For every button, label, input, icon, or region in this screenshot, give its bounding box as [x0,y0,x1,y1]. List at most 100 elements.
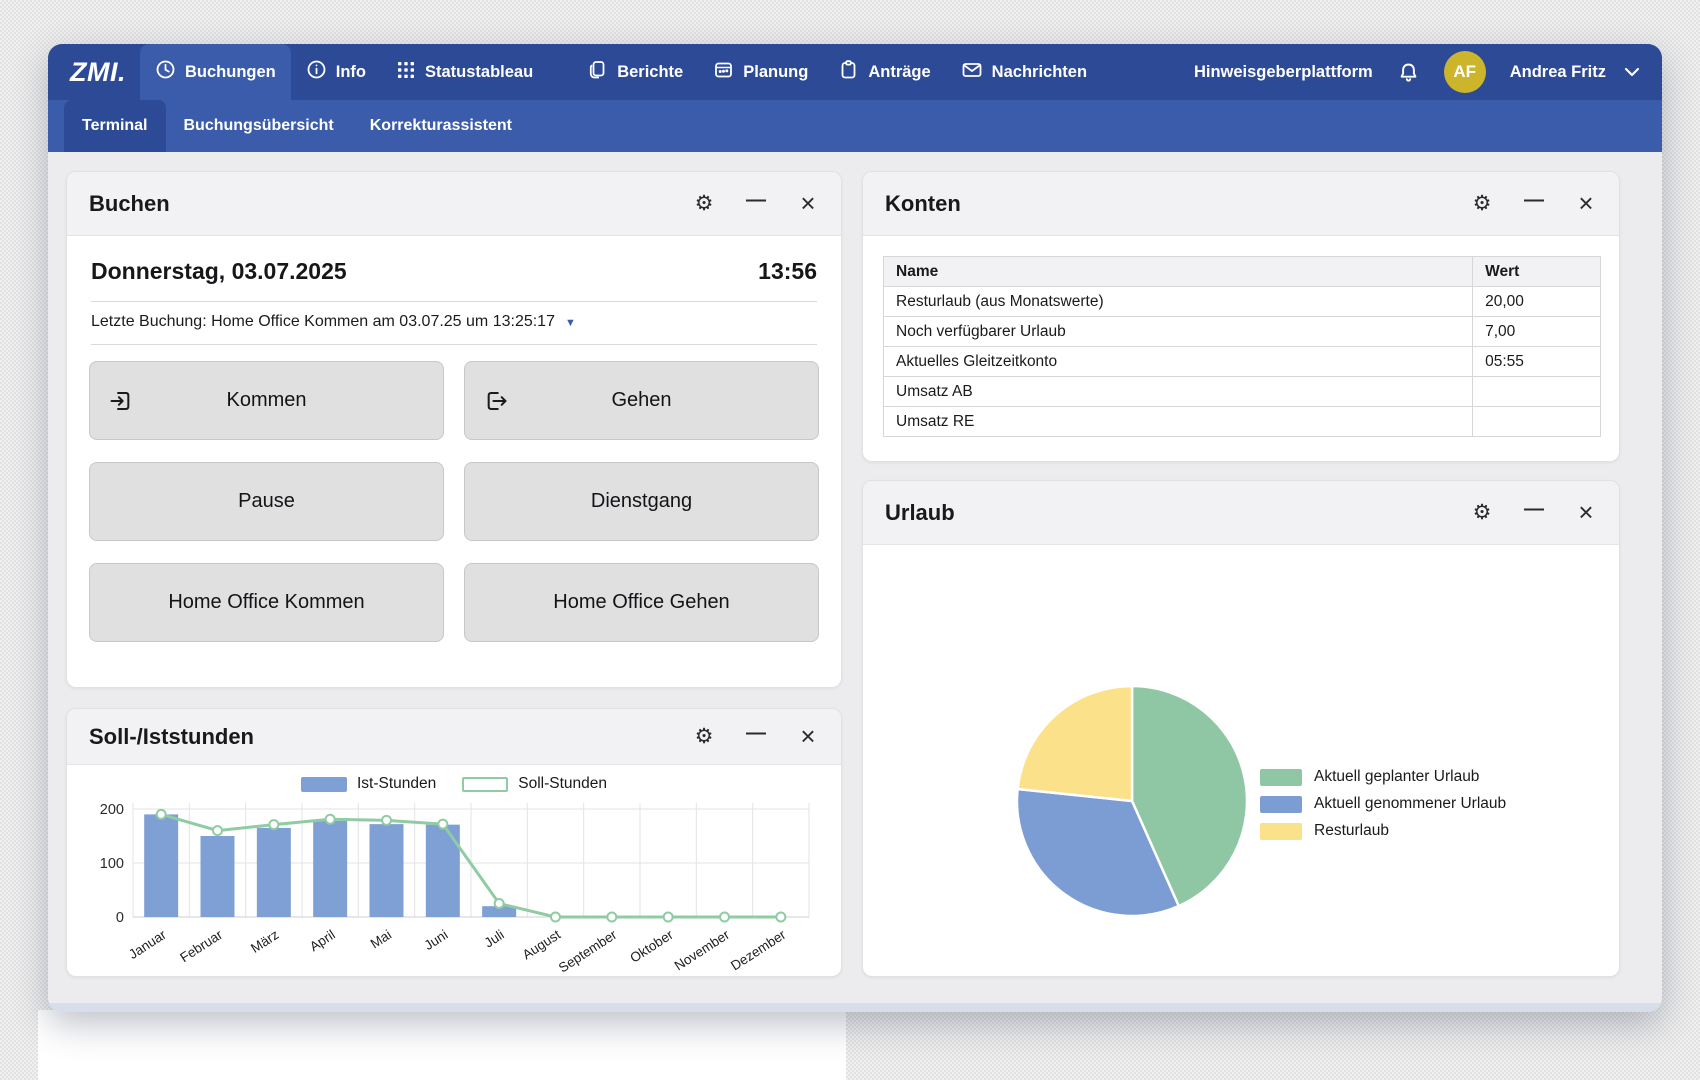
legend-item-line[interactable]: Soll-Stunden [462,775,607,793]
urlaub-pie-svg [1015,684,1249,918]
user-menu[interactable]: Andrea Fritz [1510,63,1640,82]
nav-item-nachrichten[interactable]: Nachrichten [946,44,1102,100]
settings-icon[interactable]: ⚙ [694,192,714,215]
home-office-gehen-button[interactable]: Home Office Gehen [464,563,819,642]
nav-item-antraege[interactable]: Anträge [823,44,945,100]
minimize-icon[interactable]: — [1524,498,1544,520]
minimize-icon[interactable]: — [746,722,766,744]
line-marker [381,814,392,826]
pie-chart-legend: Aktuell geplanter Urlaub Aktuell genommen… [1260,768,1506,840]
last-booking-text: Letzte Buchung: Home Office Kommen am 03… [91,313,555,330]
konto-wert [1472,376,1601,407]
nav-item-berichte[interactable]: Berichte [572,44,698,100]
minimize-icon[interactable]: — [1524,189,1544,211]
nav-item-buchungen[interactable]: Buchungen [140,44,291,100]
subnav-item-buchungsuebersicht[interactable]: Buchungsübersicht [183,117,334,134]
kommen-button[interactable]: Kommen [89,361,444,440]
main-nav: Buchungen Info Statustableau Berichte Pl… [140,44,1102,100]
pie-legend-item[interactable]: Resturlaub [1260,822,1506,840]
line-marker [493,898,505,909]
soll-card-header: Soll-/Iststunden ⚙ — × [67,709,841,765]
info-icon [306,59,327,85]
close-icon[interactable]: × [800,188,816,218]
konto-wert: 7,00 [1472,316,1601,347]
bar-April [313,820,348,917]
settings-icon[interactable]: ⚙ [1472,192,1492,215]
bar-Juli [482,906,517,917]
avatar[interactable]: AF [1443,51,1486,93]
button-label: Home Office Kommen [168,591,365,613]
nav-item-planung[interactable]: Planung [698,44,823,100]
dienstgang-button[interactable]: Dienstgang [464,462,819,541]
window-bottom-strip [48,1003,1662,1012]
legend-label: Aktuell geplanter Urlaub [1314,768,1480,785]
close-icon[interactable]: × [800,721,816,751]
expand-bookings-icon[interactable]: ▼ [564,317,576,329]
line-marker [268,819,280,831]
pie-legend-item[interactable]: Aktuell genommener Urlaub [1260,795,1506,813]
user-name: Andrea Fritz [1509,62,1606,81]
svg-text:Mai: Mai [368,927,394,951]
card-title: Konten [885,190,961,216]
svg-text:April: April [307,927,338,954]
svg-text:Juni: Juni [422,927,451,953]
bell-icon[interactable] [1397,61,1420,84]
svg-text:November: November [672,927,733,974]
top-navbar: ZMI. Buchungen Info Statustableau Berich… [48,44,1662,100]
konto-name: Resturlaub (aus Monatswerte) [882,286,1474,317]
subnav-item-terminal[interactable]: Terminal [64,100,166,152]
gehen-button[interactable]: Gehen [464,361,819,440]
app-logo[interactable]: ZMI. [70,56,126,87]
line-marker [719,911,730,923]
konto-wert [1472,406,1601,437]
last-booking-row: Letzte Buchung: Home Office Kommen am 03… [67,302,841,344]
nav-item-label: Berichte [617,62,684,81]
settings-icon[interactable]: ⚙ [694,725,714,748]
nav-item-statustableau[interactable]: Statustableau [381,44,548,100]
card-title: Soll-/Iststunden [89,723,254,749]
svg-text:Dezember: Dezember [728,927,789,974]
button-label: Home Office Gehen [553,591,730,613]
settings-icon[interactable]: ⚙ [1472,501,1492,524]
table-header-row: Name Wert [882,256,1601,287]
pie-slice [1015,787,1181,918]
bar-Februar [200,836,235,917]
pause-button[interactable]: Pause [89,462,444,541]
divider [91,301,817,302]
home-office-kommen-button[interactable]: Home Office Kommen [89,563,444,642]
table-row: Aktuelles Gleitzeitkonto 05:55 [882,346,1601,377]
svg-text:0: 0 [116,910,124,926]
urlaub-card-header: Urlaub ⚙ — × [863,481,1619,545]
close-icon[interactable]: × [1578,188,1594,218]
sub-navbar: Terminal Buchungsübersicht Korrekturassi… [48,100,1662,152]
urlaub-card: Urlaub ⚙ — × Aktuell geplanter Urlaub Akt… [862,480,1620,977]
bar-Januar [144,814,179,917]
legend-swatch [300,776,347,792]
svg-text:Juli: Juli [482,927,507,951]
pie-legend-item[interactable]: Aktuell geplanter Urlaub [1260,768,1506,786]
chevron-down-icon [1624,63,1640,82]
card-title: Urlaub [885,499,955,525]
svg-text:Oktober: Oktober [627,927,676,966]
nav-item-info[interactable]: Info [291,44,381,100]
button-label: Kommen [226,389,307,411]
svg-text:Januar: Januar [126,927,169,962]
line-marker [550,911,561,923]
konto-wert: 05:55 [1472,346,1601,377]
hinweisgeberplattform-link[interactable]: Hinweisgeberplattform [1193,62,1373,81]
line-marker [155,808,167,820]
legend-label: Aktuell genommener Urlaub [1314,795,1507,812]
button-label: Pause [238,490,295,512]
buchen-card: Buchen ⚙ — × Donnerstag, 03.07.2025 13:5… [66,171,842,688]
close-icon[interactable]: × [1578,497,1594,527]
konto-name: Umsatz AB [882,376,1474,407]
legend-item-bar[interactable]: Ist-Stunden [300,775,436,793]
nav-item-label: Buchungen [185,62,276,81]
bar-März [256,827,291,917]
subnav-item-korrekturassistent[interactable]: Korrekturassistent [369,117,513,134]
grid-icon [396,60,416,85]
line-marker [212,825,223,837]
pages-icon [587,59,608,85]
login-icon [108,388,134,414]
minimize-icon[interactable]: — [746,189,766,211]
